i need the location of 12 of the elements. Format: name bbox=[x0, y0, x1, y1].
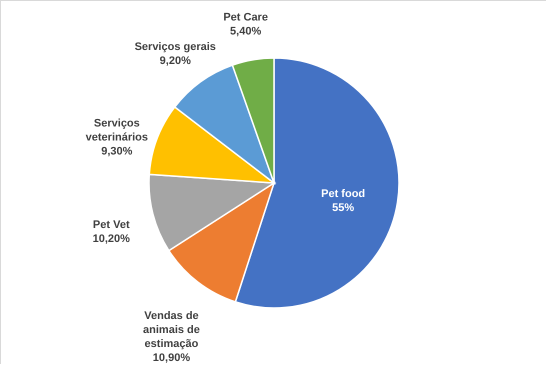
slice-label: Serviços veterinários bbox=[86, 118, 148, 144]
slice-label: Pet food bbox=[321, 188, 366, 200]
data-label: 10,90% bbox=[152, 352, 190, 364]
data-label: 9,20% bbox=[160, 55, 192, 68]
slice-label: Pet Care bbox=[223, 11, 268, 24]
slice-label: Pet Vet bbox=[92, 218, 130, 231]
data-label: 55% bbox=[332, 202, 354, 214]
data-label: 10,20% bbox=[92, 232, 130, 245]
slice-label: Vendas de animais de estimação bbox=[143, 310, 200, 350]
slice-label: Serviços gerais bbox=[134, 41, 216, 54]
data-label: 9,30% bbox=[101, 146, 133, 158]
data-label: 5,40% bbox=[230, 25, 262, 38]
